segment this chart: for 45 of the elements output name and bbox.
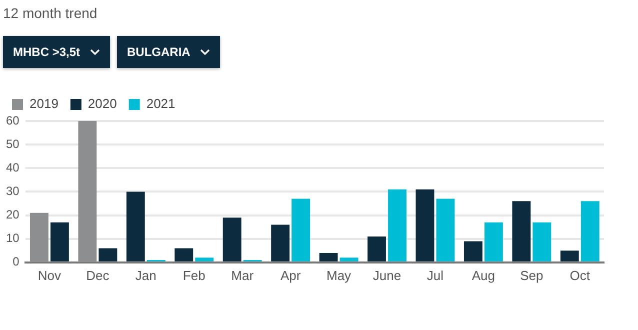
bar	[271, 224, 290, 262]
bar	[532, 222, 552, 262]
x-tick-label: Mar	[231, 268, 254, 283]
y-tick-label: 60	[6, 113, 20, 128]
bar	[580, 201, 600, 262]
text: MHBC >3,5t	[13, 45, 80, 59]
bar	[512, 201, 531, 262]
legend-label: 2021	[146, 96, 176, 112]
bar	[388, 189, 406, 262]
bar	[319, 252, 338, 262]
x-tick-label: Dec	[86, 268, 110, 283]
x-tick-label: June	[372, 268, 402, 283]
bar	[464, 241, 482, 262]
legend-label: 2020	[88, 96, 117, 112]
x-tick-label: Nov	[38, 268, 62, 283]
y-tick-label: 30	[6, 184, 20, 198]
bar	[416, 189, 434, 262]
bar	[30, 212, 48, 262]
bar	[368, 236, 386, 262]
legend-label: 2019	[30, 96, 58, 112]
bar	[126, 192, 145, 262]
x-tick-label: Jan	[135, 268, 156, 283]
bar	[340, 258, 358, 262]
bar	[484, 222, 503, 262]
y-tick-label: 20	[6, 208, 20, 222]
x-tick-label: Oct	[570, 268, 590, 283]
x-tick-label: Feb	[182, 268, 206, 283]
x-tick-label: May	[326, 268, 352, 283]
y-tick-label: 50	[6, 136, 20, 151]
x-tick-label: Apr	[280, 268, 302, 283]
y-tick-label: 0	[12, 254, 20, 269]
chart-title: 12 month trend	[3, 5, 98, 21]
x-tick-label: Jul	[426, 268, 444, 283]
bar	[292, 198, 310, 262]
x-tick-label: Sep	[520, 268, 544, 283]
bar	[436, 198, 455, 262]
bar	[560, 250, 579, 262]
text: BULGARIA	[127, 45, 190, 59]
y-tick-label: 10	[6, 231, 20, 246]
y-tick-label: 40	[6, 160, 20, 174]
bar	[195, 258, 214, 262]
bar	[174, 248, 194, 262]
bar	[222, 218, 242, 262]
bar	[78, 121, 97, 262]
x-tick-label: Aug	[472, 268, 496, 283]
